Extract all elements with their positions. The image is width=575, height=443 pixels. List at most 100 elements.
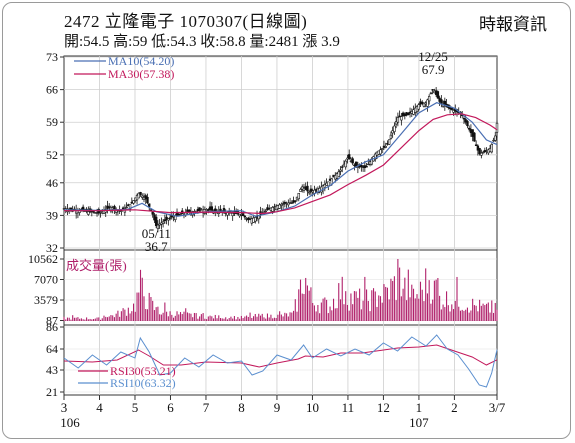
candle-body (313, 189, 316, 194)
candle-body (400, 116, 403, 121)
volume-tick-label: 87 (46, 313, 58, 327)
candle (347, 149, 351, 161)
x-tick-label: 3/7 (489, 400, 506, 415)
quote-line: 開:54.5 高:59 低:54.3 收:58.8 量:2481 漲 3.9 (64, 34, 340, 50)
candle-body (379, 149, 382, 155)
rsi-tick-label: 86 (46, 320, 58, 334)
annotation-price: 67.9 (422, 62, 445, 77)
candle-body (87, 211, 90, 215)
candle-body (161, 221, 165, 224)
candle-body (440, 99, 443, 104)
candle (307, 190, 311, 196)
candle (467, 125, 471, 132)
candle (188, 209, 191, 215)
candle (139, 191, 142, 197)
x-tick-label: 9 (274, 400, 281, 415)
candle-body (481, 152, 485, 154)
legend-label: MA30(57.38) (108, 67, 174, 81)
rsi-line-rsi10 (63, 334, 498, 388)
candle (374, 152, 377, 162)
candle (417, 102, 420, 112)
candle (344, 159, 347, 170)
candle-body (480, 152, 483, 156)
candle-body (429, 92, 433, 95)
candle (440, 95, 443, 108)
candle (400, 113, 403, 126)
candle (163, 214, 167, 224)
candle-body (436, 91, 440, 99)
x-tick-label: 6 (167, 400, 174, 415)
price-tick-label: 39 (46, 208, 58, 222)
chart-title: 2472 立隆電子 1070307(日線圖) (64, 12, 308, 31)
candle (396, 112, 400, 127)
rsi-tick-label: 43 (46, 363, 58, 377)
candle (156, 220, 160, 233)
candle-body (294, 200, 297, 202)
candle-body (393, 125, 396, 132)
candle-body (494, 135, 497, 141)
candle-body (374, 153, 377, 160)
candle-body (264, 210, 267, 213)
candle-body (198, 207, 201, 211)
candle (167, 218, 170, 226)
candle (481, 150, 485, 154)
candle-body (323, 184, 327, 188)
candle-body (243, 215, 247, 218)
candle (287, 199, 290, 208)
candle-body (280, 203, 283, 206)
candle (407, 112, 410, 116)
candle (243, 215, 247, 220)
candle (161, 219, 165, 228)
ma-line-ma10 (63, 102, 498, 217)
candle-body (287, 202, 290, 206)
rsi-tick-label: 64 (46, 342, 58, 356)
candle-body (163, 219, 167, 222)
candle (146, 193, 149, 205)
candle-body (278, 204, 281, 209)
x-tick-label: 10 (306, 400, 319, 415)
candle-body (407, 112, 410, 116)
candle-body (341, 166, 344, 168)
candle-body (148, 203, 151, 207)
candle-body (354, 161, 358, 167)
candle (426, 98, 429, 112)
candle-body (394, 121, 398, 125)
candle (365, 163, 368, 168)
candle (266, 204, 269, 211)
candle (151, 211, 154, 218)
x-tick-label: 3 (61, 400, 68, 415)
candle (254, 215, 257, 224)
candle-body (290, 202, 294, 204)
candle (120, 210, 123, 216)
price-tick-label: 46 (46, 176, 58, 190)
price-tick-label: 59 (46, 115, 58, 129)
price-tick-label: 52 (46, 148, 58, 162)
x-tick-label: 1 (416, 400, 423, 415)
candle (480, 149, 483, 159)
candle-body (137, 192, 140, 199)
candle (297, 192, 300, 202)
candle (398, 110, 401, 118)
candle-body (69, 207, 73, 210)
candle-body (351, 158, 354, 164)
source-label: 時報資訊 (479, 15, 547, 34)
candle (141, 193, 144, 200)
candle (327, 181, 330, 191)
volume-tick-label: 10562 (28, 252, 58, 266)
candle-body (495, 122, 499, 133)
candle-body (422, 102, 426, 107)
candle (393, 122, 396, 135)
chart-frame (2, 2, 571, 439)
rsi-tick-label: 21 (46, 385, 58, 399)
candle-body (327, 181, 330, 187)
candle (299, 187, 302, 192)
candle (466, 119, 469, 129)
candle-body (431, 89, 434, 91)
candle-body (389, 134, 393, 139)
candle (290, 200, 294, 205)
candle-body (146, 196, 149, 204)
candle-body (254, 217, 257, 222)
candle (257, 215, 260, 224)
candle (474, 140, 478, 147)
